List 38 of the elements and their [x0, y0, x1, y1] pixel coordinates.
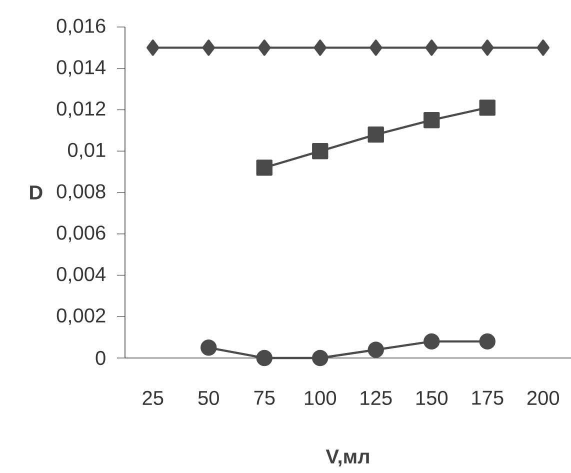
y-axis-title: D	[30, 186, 42, 200]
x-tick-label: 75	[254, 390, 275, 405]
point	[425, 40, 438, 56]
y-tick-label: 0,01	[68, 142, 106, 160]
y-tick-label: 0,016	[56, 18, 106, 36]
point	[536, 40, 550, 56]
point	[370, 40, 382, 56]
x-tick-label: 125	[360, 390, 392, 406]
y-tick-label: 0	[96, 350, 106, 366]
x-tick-label: 100	[304, 390, 336, 406]
point	[424, 333, 440, 350]
point	[368, 342, 384, 358]
point	[256, 350, 272, 366]
point	[424, 112, 440, 128]
point	[312, 143, 328, 160]
y-tick-label: 0,014	[56, 60, 106, 77]
point	[200, 340, 217, 356]
y-tick-label: 0,012	[56, 101, 106, 118]
point	[368, 126, 384, 143]
point	[258, 40, 271, 56]
point	[314, 40, 326, 56]
point	[256, 160, 272, 176]
x-tick-label: 175	[472, 390, 504, 405]
x-tick-label: 150	[416, 390, 448, 406]
x-axis-title: V,мл	[326, 450, 369, 466]
y-tick-label: 0,004	[56, 266, 106, 284]
point	[479, 333, 496, 350]
x-tick-label: 50	[198, 390, 219, 406]
point	[202, 40, 215, 56]
point	[312, 350, 328, 366]
x-tick-label: 200	[527, 390, 560, 406]
point	[146, 40, 160, 56]
y-tick-label: 0,002	[56, 308, 106, 325]
point	[481, 40, 494, 56]
y-tick-label: 0,006	[56, 226, 106, 242]
y-tick-label: 0,008	[56, 184, 106, 201]
point	[479, 100, 496, 116]
x-tick-label: 25	[142, 390, 164, 406]
